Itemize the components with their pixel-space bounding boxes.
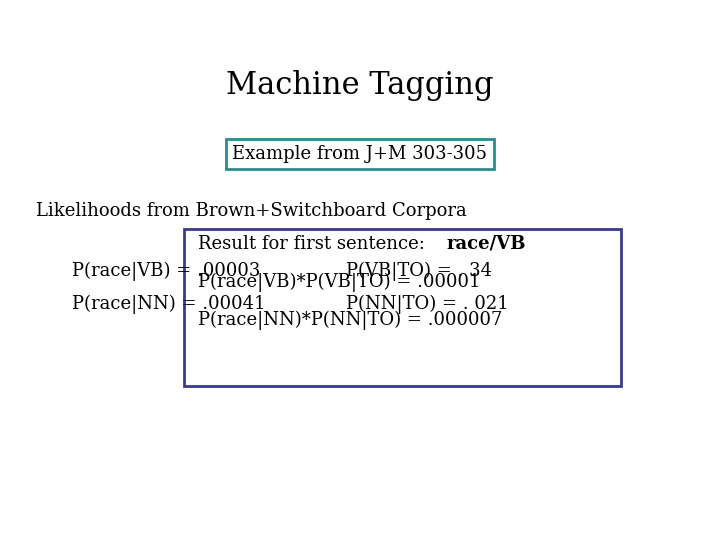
- Text: Likelihoods from Brown+Switchboard Corpora: Likelihoods from Brown+Switchboard Corpo…: [36, 202, 467, 220]
- Text: Result for first sentence:: Result for first sentence:: [198, 235, 436, 253]
- Text: P(race|NN) = .00041: P(race|NN) = .00041: [72, 294, 266, 314]
- Text: P(NN|TO) = . 021: P(NN|TO) = . 021: [346, 294, 508, 314]
- Text: P(race|VB) = .00003: P(race|VB) = .00003: [72, 262, 261, 281]
- Text: Example from J+M 303-305: Example from J+M 303-305: [233, 145, 487, 163]
- Text: P(race|VB)*P(VB|TO) = .00001: P(race|VB)*P(VB|TO) = .00001: [198, 273, 480, 292]
- Text: P(race|NN)*P(NN|TO) = .000007: P(race|NN)*P(NN|TO) = .000007: [198, 310, 503, 330]
- Text: Machine Tagging: Machine Tagging: [226, 70, 494, 101]
- FancyBboxPatch shape: [184, 229, 621, 386]
- Text: P(VB|TO) = . 34: P(VB|TO) = . 34: [346, 262, 492, 281]
- Text: race/VB: race/VB: [446, 235, 526, 253]
